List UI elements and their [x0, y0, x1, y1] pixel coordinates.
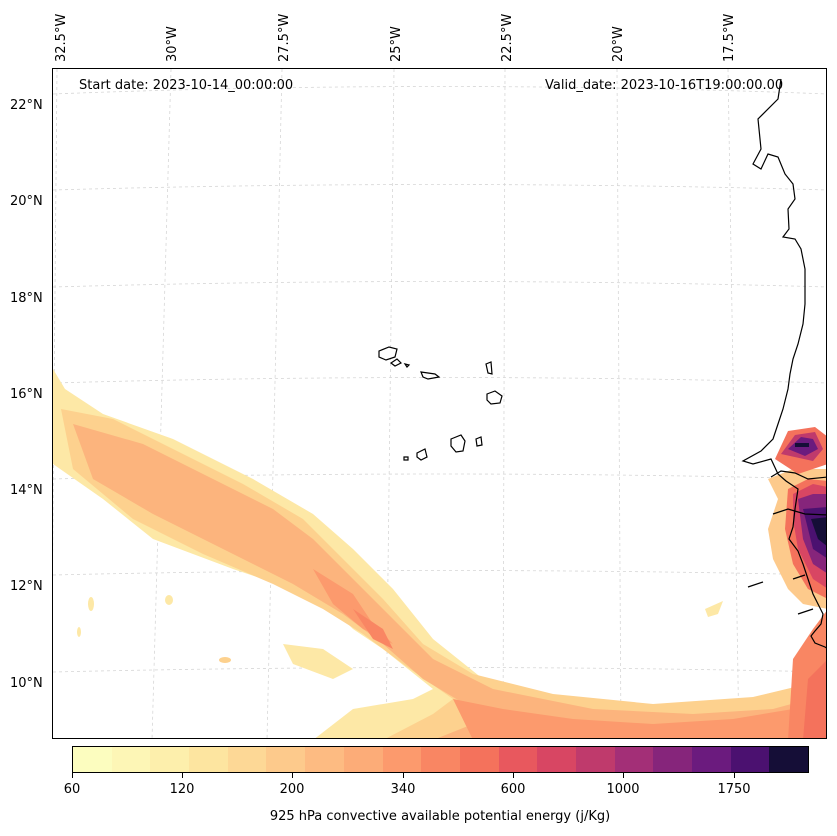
lat-label-18N: 18°N: [10, 291, 43, 306]
colorbar-swatch: [111, 747, 151, 772]
lat-label-16N: 16°N: [10, 387, 43, 402]
colorbar-swatch: [537, 747, 576, 772]
colorbar-swatch: [459, 747, 499, 772]
colorbar: [72, 746, 809, 773]
colorbar-swatch: [575, 747, 615, 772]
map-canvas: [53, 69, 826, 738]
colorbar-label-60: 60: [63, 782, 81, 797]
lon-label-20W: 20°W: [611, 26, 626, 62]
colorbar-swatch: [421, 747, 460, 772]
colorbar-title: 925 hPa convective available potential e…: [269, 809, 611, 824]
colorbar-label-600: 600: [500, 782, 526, 797]
lon-label-17.5W: 17.5°W: [722, 13, 737, 62]
start-date-label: Start date: 2023-10-14_00:00:00: [79, 78, 294, 93]
colorbar-swatch: [343, 747, 383, 772]
lon-label-25W: 25°W: [389, 26, 404, 62]
lon-label-32.5W: 32.5°W: [54, 13, 69, 62]
colorbar-swatch: [614, 747, 654, 772]
colorbar-label-1000: 1000: [606, 782, 640, 797]
cape-band-main: [53, 369, 826, 738]
lat-label-12N: 12°N: [10, 579, 43, 594]
colorbar-swatch: [150, 747, 190, 772]
colorbar-swatch: [382, 747, 422, 772]
colorbar-swatch: [305, 747, 344, 772]
colorbar-swatch: [227, 747, 267, 772]
cape-hotspot-coast: [768, 427, 826, 609]
lon-label-27.5W: 27.5°W: [277, 13, 292, 62]
colorbar-swatch: [730, 747, 770, 772]
colorbar-swatch: [498, 747, 538, 772]
colorbar-swatch: [266, 747, 306, 772]
lat-label-22N: 22°N: [10, 98, 43, 113]
colorbar-swatch: [653, 747, 692, 772]
colorbar-swatch: [189, 747, 228, 772]
colorbar-swatch: [769, 747, 809, 772]
lat-label-10N: 10°N: [10, 676, 43, 691]
colorbar-swatch: [73, 747, 112, 772]
cape-verde-islands: [378, 346, 503, 461]
colorbar-swatch: [692, 747, 731, 772]
lat-label-14N: 14°N: [10, 483, 43, 498]
lon-label-22.5W: 22.5°W: [500, 13, 515, 62]
colorbar-label-340: 340: [390, 782, 416, 797]
colorbar-label-120: 120: [169, 782, 195, 797]
lon-label-30W: 30°W: [165, 26, 180, 62]
map-panel[interactable]: [52, 68, 827, 739]
coastline: [741, 78, 826, 649]
colorbar-label-200: 200: [279, 782, 305, 797]
valid-date-label: Valid_date: 2023-10-16T19:00:00.00: [545, 78, 784, 93]
gridlines: [53, 69, 826, 738]
colorbar-label-1750: 1750: [717, 782, 751, 797]
lat-label-20N: 20°N: [10, 194, 43, 209]
